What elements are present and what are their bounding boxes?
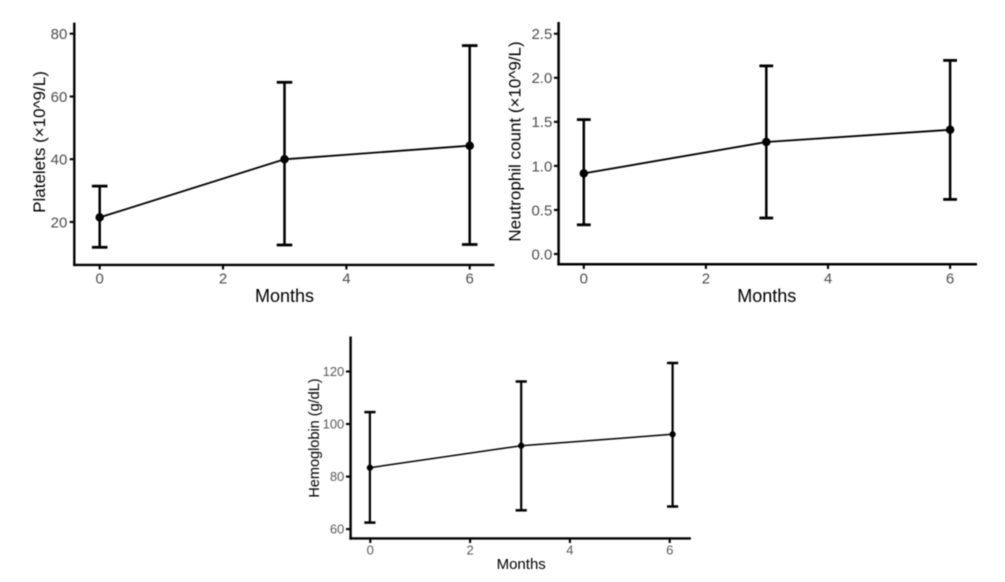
svg-text:2.5: 2.5 (531, 26, 552, 43)
svg-text:1.5: 1.5 (531, 114, 552, 131)
svg-text:2: 2 (219, 271, 227, 288)
svg-text:40: 40 (51, 152, 68, 169)
svg-text:Months: Months (255, 286, 314, 306)
svg-text:20: 20 (51, 214, 68, 231)
svg-text:2: 2 (466, 542, 473, 557)
svg-text:6: 6 (946, 271, 954, 288)
svg-text:0: 0 (580, 271, 588, 288)
svg-text:4: 4 (342, 271, 350, 288)
svg-text:2.0: 2.0 (531, 70, 552, 87)
svg-text:120: 120 (323, 364, 345, 379)
svg-text:0: 0 (96, 271, 104, 288)
svg-text:2: 2 (702, 271, 710, 288)
svg-text:6: 6 (466, 271, 474, 288)
svg-text:Neutrophil count (×10^9/L): Neutrophil count (×10^9/L) (506, 41, 525, 241)
svg-text:4: 4 (824, 271, 832, 288)
svg-text:60: 60 (330, 522, 344, 537)
svg-text:6: 6 (666, 542, 673, 557)
svg-text:0.5: 0.5 (531, 202, 552, 219)
svg-text:4: 4 (566, 542, 573, 557)
svg-text:100: 100 (323, 417, 345, 432)
svg-text:Hemoglobin (g/dL): Hemoglobin (g/dL) (307, 378, 323, 497)
svg-text:80: 80 (51, 26, 68, 43)
svg-text:80: 80 (330, 469, 344, 484)
svg-text:0.0: 0.0 (531, 246, 552, 263)
svg-text:60: 60 (51, 89, 68, 106)
svg-text:Platelets (×10^9/L): Platelets (×10^9/L) (30, 71, 49, 213)
svg-text:0: 0 (367, 542, 374, 557)
svg-text:1.0: 1.0 (531, 158, 552, 175)
svg-text:Months: Months (497, 556, 546, 573)
svg-text:Months: Months (737, 286, 796, 306)
